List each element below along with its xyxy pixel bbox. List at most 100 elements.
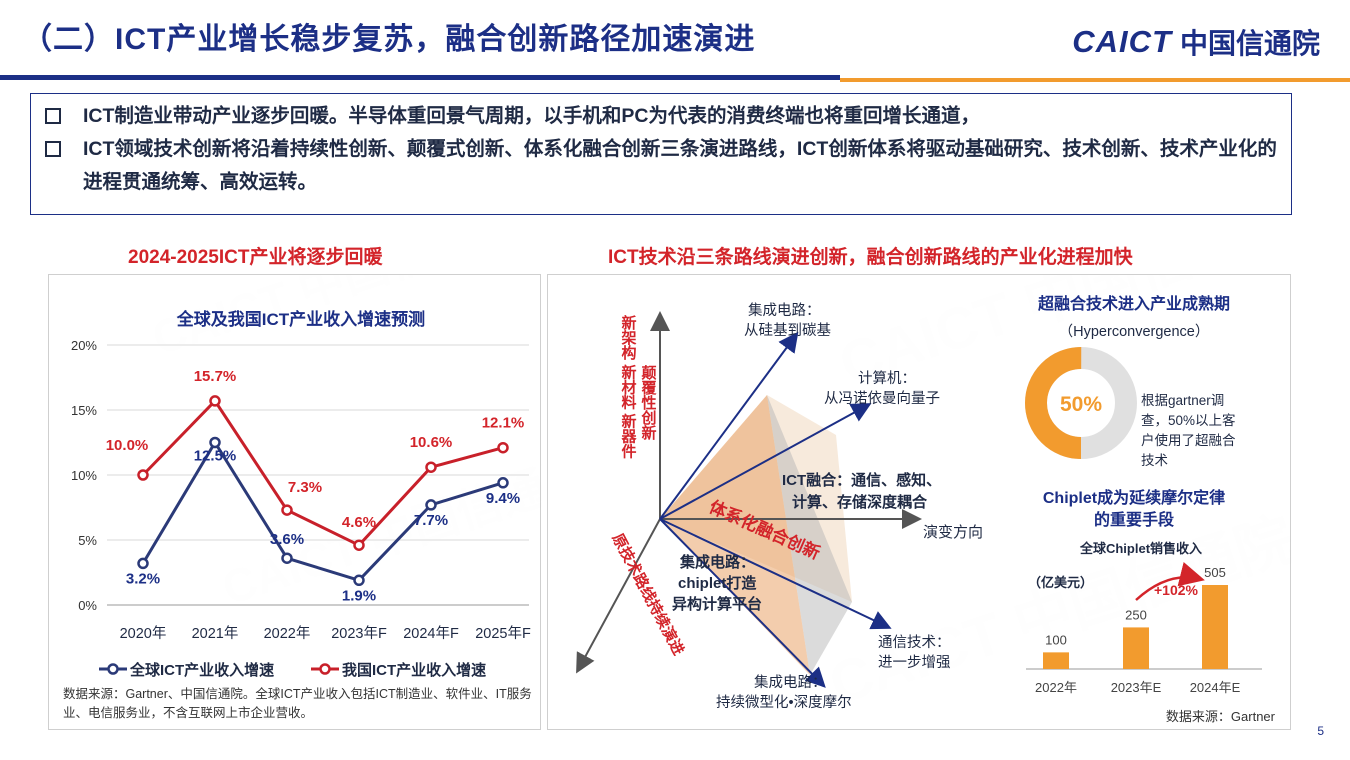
hyper-percent-label: 50% bbox=[1060, 393, 1102, 416]
x-tick-label: 2020年 bbox=[120, 625, 167, 642]
china-data-label: 12.1% bbox=[482, 415, 525, 432]
x-tick-label: 2022年 bbox=[264, 625, 311, 642]
china-data-point bbox=[425, 461, 437, 473]
chiplet-source: 数据来源：Gartner bbox=[1166, 709, 1276, 724]
hyper-ring-value bbox=[1025, 347, 1137, 459]
chiplet-title-2: 的重要手段 bbox=[1094, 510, 1175, 529]
horizontal-axis-label: 演变方向 bbox=[923, 524, 983, 541]
source-note: 数据来源：Gartner、中国信通院。全球ICT产业收入包括ICT制造业、软件业… bbox=[63, 687, 532, 720]
china-series-line bbox=[141, 398, 504, 548]
x-tick-label: 2023年F bbox=[331, 625, 387, 642]
computer-sub: 从冯诺依曼向量子 bbox=[824, 390, 940, 407]
key-point: ICT制造业带动产业逐步回暖。半导体重回景气周期，以手机和PC为代表的消费终端也… bbox=[41, 100, 1281, 133]
header-rule-blue bbox=[0, 75, 840, 80]
page-title: （二）ICT产业增长稳步复苏，融合创新路径加速演进 bbox=[22, 23, 756, 56]
x-tick-label: 2024年F bbox=[403, 625, 459, 642]
logo-latin-text: CAICT bbox=[1072, 24, 1172, 59]
ic-bottom-title: 集成电路： bbox=[754, 674, 827, 691]
bullet-square-icon bbox=[45, 141, 61, 157]
legend-china-label: 我国ICT产业收入增速 bbox=[342, 661, 486, 679]
china-data-label: 4.6% bbox=[342, 514, 376, 531]
global-data-point bbox=[353, 574, 365, 587]
chiplet-x-label: 2024年E bbox=[1190, 680, 1241, 695]
legend-china-marker bbox=[319, 663, 331, 675]
global-data-label: 3.6% bbox=[270, 531, 304, 548]
fusion-sub: 计算、存储深度耦合 bbox=[792, 493, 928, 511]
key-point-text: ICT制造业带动产业逐步回暖。半导体重回景气周期，以手机和PC为代表的消费终端也… bbox=[83, 105, 981, 127]
header-rule-orange bbox=[840, 78, 1350, 82]
y-tick-label: 5% bbox=[78, 533, 97, 548]
global-data-label: 7.7% bbox=[414, 512, 448, 529]
svg-text:CAICT 中国信通院: CAICT 中国信通院 bbox=[216, 447, 542, 615]
global-data-label: 9.4% bbox=[486, 490, 520, 507]
diagonal-axis bbox=[576, 518, 661, 674]
china-data-point bbox=[281, 504, 293, 516]
ic-top-sub: 从硅基到碳基 bbox=[744, 322, 831, 339]
global-data-point bbox=[425, 499, 437, 511]
key-point-text: ICT领域技术创新将沿着持续性创新、颠覆式创新、体系化融合创新三条演进路线，IC… bbox=[83, 138, 1277, 193]
hyper-note-1: 根据gartner调 bbox=[1141, 393, 1224, 408]
logo-chinese-text: 中国信通院 bbox=[1179, 28, 1320, 59]
global-data-label: 1.9% bbox=[342, 587, 376, 604]
legend-global-marker bbox=[107, 663, 119, 675]
fusion-plane-front bbox=[660, 395, 810, 675]
comm-sub: 进一步增强 bbox=[878, 654, 951, 671]
chiplet-bar bbox=[1202, 585, 1228, 669]
global-series-line bbox=[141, 439, 504, 583]
arrow-communication bbox=[659, 518, 892, 630]
ic-bottom-sub: 持续微型化•深度摩尔 bbox=[716, 693, 852, 711]
chiplet-bar bbox=[1043, 652, 1069, 669]
global-data-point bbox=[209, 436, 221, 449]
chiplet-unit: （亿美元） bbox=[1028, 575, 1093, 590]
key-point: ICT领域技术创新将沿着持续性创新、颠覆式创新、体系化融合创新三条演进路线，IC… bbox=[41, 133, 1281, 199]
bullet-square-icon bbox=[45, 108, 61, 124]
hyper-note-3: 户使用了超融合 bbox=[1141, 432, 1236, 448]
comm-title: 通信技术： bbox=[878, 634, 951, 651]
china-data-point bbox=[137, 469, 149, 481]
china-data-point bbox=[209, 395, 221, 407]
arrow-computer-quantum bbox=[659, 403, 872, 520]
chiplet-label-3: 异构计算平台 bbox=[672, 595, 762, 613]
x-tick-label: 2021年 bbox=[192, 625, 239, 642]
chiplet-x-label: 2022年 bbox=[1035, 680, 1077, 695]
chiplet-label-1: 集成电路： bbox=[679, 553, 755, 571]
chiplet-chart-title: 全球Chiplet销售收入 bbox=[1079, 541, 1202, 556]
global-data-label: 3.2% bbox=[126, 570, 160, 587]
global-data-point bbox=[281, 552, 293, 564]
growth-label: +102% bbox=[1154, 582, 1199, 598]
chiplet-bar-value: 505 bbox=[1204, 565, 1226, 580]
vertical-axis-label: 新架构 新材料 新器件 颠覆性创新 bbox=[620, 314, 658, 459]
hyper-subtitle: （Hyperconvergence） bbox=[1059, 323, 1210, 340]
ict-growth-line-chart: CAICT 中国信通院 CAICT 中国信通院 全球及我国ICT产业收入增速预测… bbox=[71, 309, 542, 679]
hyper-note-4: 技术 bbox=[1141, 453, 1168, 468]
y-tick-label: 0% bbox=[78, 598, 97, 613]
right-diagram-panel: CAICT 中国信通院 CAICT 中国信通院 新架构 新材料 新器件 颠覆性创… bbox=[547, 274, 1291, 730]
global-data-point bbox=[497, 477, 509, 489]
hyper-title: 超融合技术进入产业成熟期 bbox=[1037, 294, 1230, 313]
y-tick-label: 10% bbox=[71, 468, 97, 483]
global-data-point bbox=[137, 557, 149, 570]
ic-top-title: 集成电路： bbox=[748, 302, 821, 319]
china-data-label: 15.7% bbox=[194, 368, 237, 385]
line-chart-title: 全球及我国ICT产业收入增速预测 bbox=[176, 309, 425, 329]
right-panel-heading: ICT技术沿三条路线演进创新，融合创新路线的产业化进程加快 bbox=[608, 247, 1133, 268]
arrow-ic-miniaturize bbox=[659, 518, 826, 688]
diagonal-axis-label: 原技术路线持续演进 bbox=[608, 530, 687, 658]
growth-arrow bbox=[1135, 562, 1205, 601]
legend-global-label: 全球ICT产业收入增速 bbox=[129, 661, 274, 679]
chiplet-label-2: chiplet打造 bbox=[678, 574, 756, 592]
innovation-path-diagram: CAICT 中国信通院 CAICT 中国信通院 新架构 新材料 新器件 颠覆性创… bbox=[576, 294, 1276, 724]
computer-title: 计算机： bbox=[858, 370, 916, 387]
chiplet-bar bbox=[1123, 627, 1149, 669]
chiplet-bar-value: 100 bbox=[1045, 632, 1067, 647]
y-tick-label: 20% bbox=[71, 338, 97, 353]
china-data-point bbox=[497, 441, 509, 454]
china-data-point bbox=[353, 539, 365, 551]
arrow-ic-carbon bbox=[659, 331, 799, 520]
fusion-title: ICT融合：通信、感知、 bbox=[782, 471, 941, 489]
hyper-note-2: 查，50%以上客 bbox=[1141, 412, 1236, 428]
chiplet-bar-value: 250 bbox=[1125, 607, 1147, 622]
x-tick-label: 2025年F bbox=[475, 625, 531, 642]
china-data-label: 7.3% bbox=[288, 479, 322, 496]
left-chart-panel: CAICT 中国信通院 CAICT 中国信通院 全球及我国ICT产业收入增速预测… bbox=[48, 274, 541, 730]
